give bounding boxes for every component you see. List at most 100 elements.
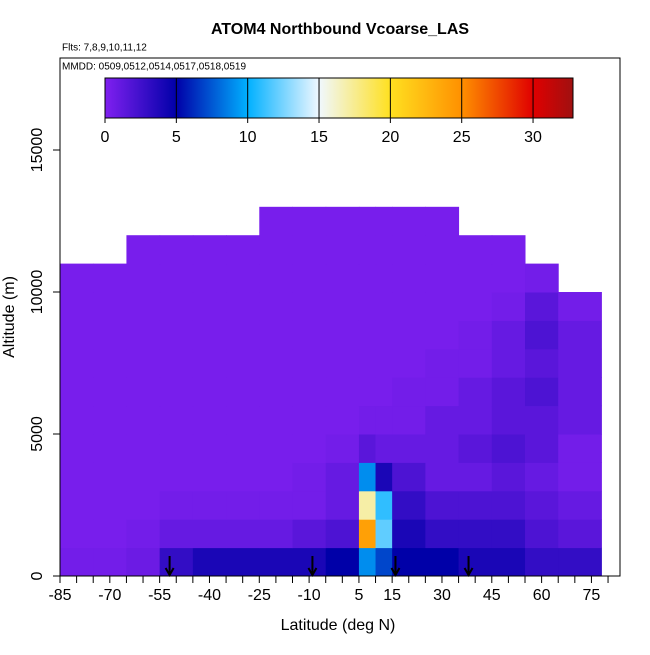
heat-cell (325, 490, 360, 520)
heat-cell (558, 490, 602, 520)
heat-cell (392, 377, 426, 407)
heat-cell (93, 547, 127, 577)
heat-cell (226, 292, 260, 321)
heat-cell (159, 377, 194, 407)
heat-cell (425, 405, 460, 435)
heat-cell (375, 547, 393, 577)
heat-cell (458, 490, 493, 520)
x-tick-label: -10 (298, 587, 321, 604)
heat-cell (126, 263, 161, 293)
colorbar-tick-label: 20 (381, 129, 399, 146)
heat-cell (425, 519, 460, 549)
heat-cell (491, 547, 526, 577)
heat-cell (358, 519, 377, 549)
heat-cell (458, 405, 493, 435)
heat-cell (358, 348, 377, 378)
y-tick-label: 5000 (29, 416, 46, 452)
x-axis-label: Latitude (deg N) (281, 617, 396, 634)
heat-cell (192, 263, 227, 293)
heat-cell (60, 263, 94, 293)
heat-cell (226, 320, 260, 350)
heat-cell (491, 235, 526, 265)
heat-cell (292, 348, 327, 378)
x-tick-label: 60 (533, 587, 551, 604)
heat-cell (375, 235, 393, 265)
heat-cell (93, 263, 127, 293)
heat-cell (458, 519, 493, 549)
heat-cell (458, 235, 493, 265)
heat-cell (292, 320, 327, 350)
x-tick-label: 15 (383, 587, 401, 604)
heat-cell (93, 377, 127, 407)
heat-cell (259, 348, 294, 378)
heat-cell (192, 434, 227, 463)
heat-cell (292, 405, 327, 435)
x-tick-label: 75 (583, 587, 601, 604)
subtitle: Flts: 7,8,9,10,11,12 (62, 43, 147, 54)
heat-cell (458, 377, 493, 407)
heat-cell (375, 320, 393, 350)
heat-cell (259, 206, 294, 236)
heat-cell (375, 348, 393, 378)
heat-cell (375, 405, 393, 435)
heat-cell (525, 348, 559, 378)
heat-cell (392, 320, 426, 350)
heat-cell (159, 490, 194, 520)
colorbar-tick-label: 25 (453, 129, 471, 146)
heat-cell (192, 348, 227, 378)
mmdd-note: MMDD: 0509,0512,0514,0517,0518,0519 (62, 62, 246, 73)
heat-cell (325, 206, 360, 236)
heat-cell (491, 377, 526, 407)
heat-cell (226, 462, 260, 492)
heat-cell (292, 235, 327, 265)
heat-cell (558, 348, 602, 378)
heat-cell (558, 547, 602, 577)
heat-cell (192, 377, 227, 407)
heat-cell (259, 547, 294, 577)
heat-cell (358, 462, 377, 492)
heat-cell (226, 519, 260, 549)
heat-cell (425, 490, 460, 520)
heat-cell (375, 519, 393, 549)
heat-cell (358, 235, 377, 265)
heat-cell (292, 263, 327, 293)
heat-cell (292, 519, 327, 549)
x-tick-label: -70 (98, 587, 121, 604)
heat-cell (259, 462, 294, 492)
heat-cell (375, 377, 393, 407)
heat-cell (93, 519, 127, 549)
arrow-head (463, 567, 474, 578)
heat-cell (192, 490, 227, 520)
heat-cell (259, 519, 294, 549)
x-tick-label: -55 (148, 587, 171, 604)
heat-cell (325, 519, 360, 549)
heat-cell (392, 405, 426, 435)
heat-cell (425, 547, 460, 577)
heat-cell (392, 462, 426, 492)
heat-cell (325, 377, 360, 407)
heat-cell (358, 434, 377, 463)
heat-cell (192, 405, 227, 435)
plot-area (60, 206, 602, 578)
heat-cell (259, 377, 294, 407)
heat-cell (126, 235, 161, 265)
heat-cell (93, 292, 127, 321)
plot-frame (59, 57, 621, 577)
arrow-head (164, 567, 175, 578)
heat-cell (60, 405, 94, 435)
y-tick-label: 0 (29, 571, 46, 580)
heat-cell (292, 490, 327, 520)
x-tick-label: 30 (433, 587, 451, 604)
heat-cell (525, 320, 559, 350)
heat-cell (392, 490, 426, 520)
heat-cell (192, 519, 227, 549)
heat-cell (192, 320, 227, 350)
heat-cell (93, 405, 127, 435)
heat-cell (159, 547, 194, 577)
heat-cell (292, 206, 327, 236)
heat-cell (458, 434, 493, 463)
heat-cell (93, 434, 127, 463)
heat-cell (375, 490, 393, 520)
heat-cell (491, 320, 526, 350)
